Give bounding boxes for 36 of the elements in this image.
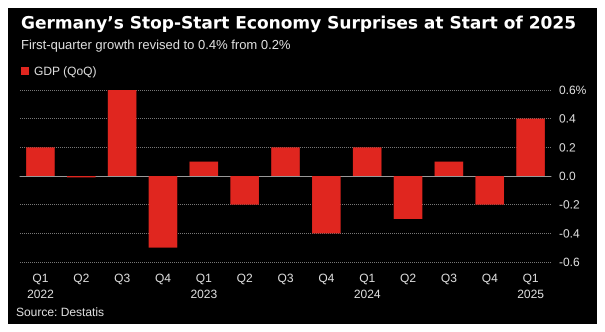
bar: [108, 90, 136, 176]
x-tick-label: Q2: [400, 271, 416, 285]
y-tick-label: 0.2: [559, 140, 576, 154]
bar: [475, 176, 504, 205]
x-tick-label: Q2: [73, 271, 90, 285]
x-tick-label: Q3: [277, 271, 294, 285]
bar: [516, 118, 545, 176]
y-tick-label: -0.2: [559, 198, 580, 212]
chart-subtitle: First-quarter growth revised to 0.4% from 0.2%: [21, 37, 291, 52]
y-tick-label: 0.0: [559, 169, 576, 183]
x-tick-label: Q3: [440, 271, 458, 285]
bar: [190, 162, 218, 176]
bar: [26, 147, 55, 176]
bar: [271, 147, 300, 176]
x-tick-label: Q2: [236, 271, 253, 285]
x-tick-label: Q1 2023: [190, 271, 218, 301]
source-note: Source: Destatis: [16, 305, 104, 319]
x-tick-label: Q4: [482, 271, 498, 285]
bar: [394, 176, 422, 219]
y-tick-label: 0.6%: [559, 83, 587, 97]
x-tick-label: Q1 2025: [517, 271, 544, 301]
bar: [230, 176, 259, 205]
chart-title: Germany’s Stop-Start Economy Surprises at Start of 2025: [21, 14, 576, 34]
x-tick-label: Q4: [154, 271, 172, 285]
y-tick-label: -0.4: [559, 226, 580, 240]
legend-label: GDP (QoQ): [34, 64, 96, 78]
x-tick-label: Q1 2022: [27, 271, 54, 301]
y-tick-label: 0.4: [559, 112, 576, 126]
x-tick-label: Q3: [114, 271, 130, 285]
x-tick-label: Q1 2024: [354, 271, 381, 301]
bar: [434, 162, 464, 176]
bar: [148, 176, 178, 248]
bar: [352, 147, 382, 176]
x-tick-label: Q4: [318, 271, 335, 285]
y-tick-label: -0.6: [559, 255, 580, 269]
bar: [312, 176, 341, 234]
